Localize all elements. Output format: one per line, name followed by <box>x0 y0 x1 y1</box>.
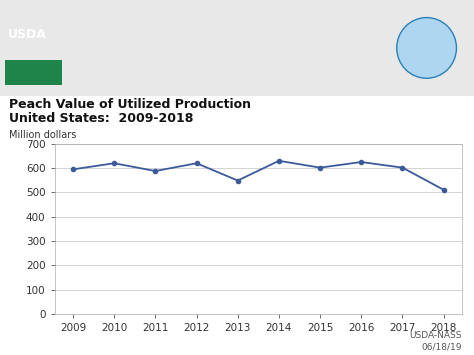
Text: USDA-NASS
06/18/19: USDA-NASS 06/18/19 <box>410 331 462 351</box>
Text: Peach Value of Utilized Production: Peach Value of Utilized Production <box>9 98 252 111</box>
Circle shape <box>397 17 456 78</box>
Bar <box>5 60 62 85</box>
Text: United States:  2009-2018: United States: 2009-2018 <box>9 112 194 125</box>
Text: USDA: USDA <box>8 28 46 40</box>
Text: Million dollars: Million dollars <box>9 130 77 140</box>
